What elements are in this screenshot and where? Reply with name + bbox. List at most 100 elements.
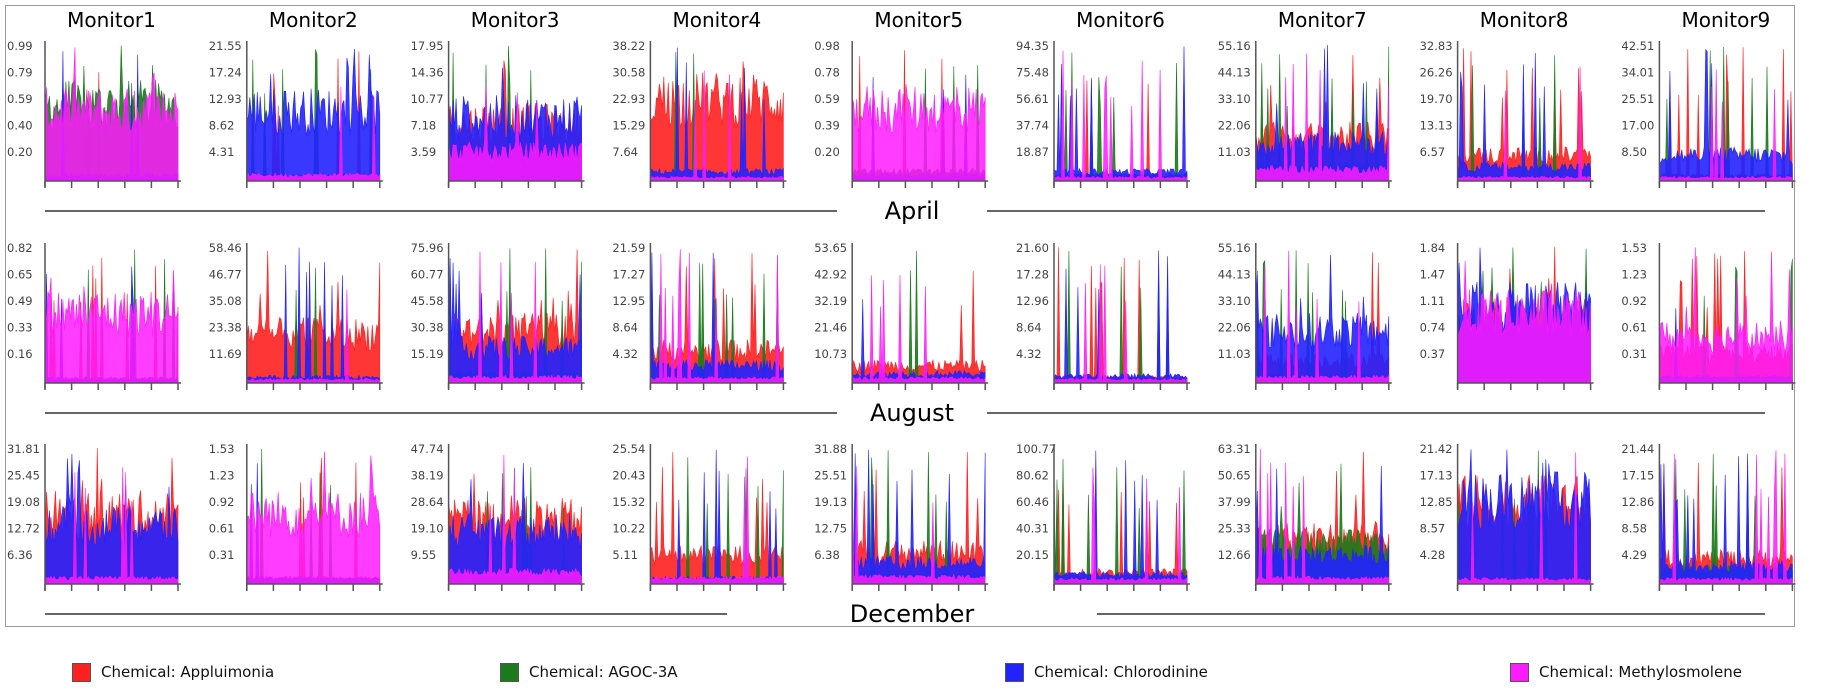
y-tick-label: 25.54 bbox=[612, 442, 645, 456]
y-tick-label: 19.10 bbox=[411, 522, 444, 536]
y-tick-label: 75.96 bbox=[411, 241, 444, 255]
y-tick-label: 0.74 bbox=[1420, 321, 1446, 335]
y-tick-label: 50.65 bbox=[1218, 469, 1251, 483]
monitor-title-6: Monitor6 bbox=[1076, 8, 1165, 32]
y-tick-label: 21.59 bbox=[612, 241, 645, 255]
y-tick-label: 12.95 bbox=[612, 294, 645, 308]
y-tick-label: 12.86 bbox=[1621, 495, 1654, 509]
y-tick-label: 0.16 bbox=[7, 347, 33, 361]
y-tick-label: 22.06 bbox=[1218, 119, 1251, 133]
series-area-appluimonia bbox=[1053, 73, 1188, 182]
y-tick-label: 40.31 bbox=[1016, 522, 1049, 536]
y-tick-label: 0.82 bbox=[7, 241, 33, 255]
series-area-appluimonia bbox=[1053, 472, 1188, 585]
series-area-methylosmolene bbox=[1255, 448, 1390, 585]
y-tick-label: 19.13 bbox=[814, 495, 847, 509]
y-tick-label: 25.45 bbox=[7, 469, 40, 483]
y-tick-label: 0.20 bbox=[814, 145, 840, 159]
y-tick-label: 0.31 bbox=[209, 548, 235, 562]
y-tick-label: 5.11 bbox=[612, 548, 638, 562]
y-tick-label: 0.98 bbox=[814, 39, 840, 53]
series-area-chlorodinine bbox=[1053, 46, 1188, 182]
monitor-title-8: Monitor8 bbox=[1480, 8, 1569, 32]
y-tick-label: 8.58 bbox=[1621, 522, 1647, 536]
series-area-agoc-3a bbox=[1053, 52, 1188, 182]
y-tick-label: 1.11 bbox=[1420, 294, 1446, 308]
y-tick-label: 31.88 bbox=[814, 442, 847, 456]
y-tick-label: 17.27 bbox=[612, 268, 645, 282]
series-area-methylosmolene bbox=[1659, 450, 1793, 585]
y-tick-label: 4.29 bbox=[1621, 548, 1647, 562]
y-tick-label: 7.64 bbox=[612, 145, 638, 159]
y-tick-label: 8.64 bbox=[1016, 321, 1042, 335]
y-tick-label: 12.85 bbox=[1420, 495, 1453, 509]
legend-item-methylosmolene: Chemical: Methylosmolene bbox=[1510, 660, 1742, 684]
monitor-title-3: Monitor3 bbox=[471, 8, 560, 32]
y-tick-label: 10.77 bbox=[411, 92, 444, 106]
legend-label-agoc-3a: Chemical: AGOC-3A bbox=[529, 663, 678, 681]
legend-label-methylosmolene: Chemical: Methylosmolene bbox=[1539, 663, 1742, 681]
y-tick-label: 30.58 bbox=[612, 66, 645, 80]
y-tick-label: 12.96 bbox=[1016, 294, 1049, 308]
series-area-chlorodinine bbox=[246, 48, 381, 182]
series-area-chlorodinine bbox=[650, 47, 784, 182]
y-tick-label: 55.16 bbox=[1218, 39, 1251, 53]
y-tick-label: 7.18 bbox=[411, 119, 437, 133]
y-tick-label: 22.06 bbox=[1218, 321, 1251, 335]
y-tick-label: 12.66 bbox=[1218, 548, 1251, 562]
y-tick-label: 17.24 bbox=[209, 66, 242, 80]
month-label-december: December bbox=[850, 600, 975, 628]
y-tick-label: 1.23 bbox=[209, 469, 235, 483]
small-multiples-chart: Monitor1 Monitor2 Monitor3 Monitor4 Monitor5… bbox=[7, 8, 1796, 628]
y-tick-label: 21.46 bbox=[814, 321, 847, 335]
monitor-title-1: Monitor1 bbox=[67, 8, 156, 32]
monitor-title-2: Monitor2 bbox=[269, 8, 358, 32]
y-tick-label: 11.03 bbox=[1218, 145, 1251, 159]
y-tick-label: 21.42 bbox=[1420, 442, 1453, 456]
y-tick-label: 0.65 bbox=[7, 268, 33, 282]
y-tick-label: 17.15 bbox=[1621, 469, 1654, 483]
y-tick-label: 25.51 bbox=[814, 469, 847, 483]
series-area-methylosmolene bbox=[448, 84, 582, 182]
y-tick-label: 56.61 bbox=[1016, 92, 1049, 106]
series-area-methylosmolene bbox=[246, 289, 381, 384]
month-label-april: April bbox=[885, 197, 940, 225]
y-tick-label: 3.59 bbox=[411, 145, 437, 159]
y-tick-label: 0.92 bbox=[209, 495, 235, 509]
y-tick-label: 0.61 bbox=[209, 522, 235, 536]
y-tick-label: 25.51 bbox=[1621, 92, 1654, 106]
y-tick-label: 0.59 bbox=[814, 92, 840, 106]
y-tick-label: 0.33 bbox=[7, 321, 33, 335]
series-area-methylosmolene bbox=[1053, 467, 1188, 585]
y-tick-label: 23.38 bbox=[209, 321, 242, 335]
series-area-methylosmolene bbox=[650, 70, 784, 182]
y-tick-label: 47.74 bbox=[411, 442, 444, 456]
series-area-methylosmolene bbox=[246, 86, 381, 182]
y-tick-label: 34.01 bbox=[1621, 66, 1654, 80]
series-area-chlorodinine bbox=[1053, 450, 1188, 585]
legend-item-chlorodinine: Chemical: Chlorodinine bbox=[1005, 660, 1208, 684]
y-tick-label: 6.38 bbox=[814, 548, 840, 562]
legend-item-agoc-3a: Chemical: AGOC-3A bbox=[500, 660, 678, 684]
y-tick-label: 37.99 bbox=[1218, 495, 1251, 509]
y-tick-label: 4.28 bbox=[1420, 548, 1446, 562]
series-area-methylosmolene bbox=[448, 454, 582, 585]
legend-label-chlorodinine: Chemical: Chlorodinine bbox=[1034, 663, 1208, 681]
series-area-methylosmolene bbox=[1255, 53, 1390, 182]
y-tick-label: 0.20 bbox=[7, 145, 33, 159]
y-tick-label: 58.46 bbox=[209, 241, 242, 255]
y-tick-label: 21.55 bbox=[209, 39, 242, 53]
y-tick-label: 25.33 bbox=[1218, 522, 1251, 536]
y-tick-label: 9.55 bbox=[411, 548, 437, 562]
y-tick-label: 12.93 bbox=[209, 92, 242, 106]
legend-swatch-agoc-3a bbox=[500, 662, 519, 682]
y-tick-label: 15.19 bbox=[411, 347, 444, 361]
y-tick-label: 0.92 bbox=[1621, 294, 1647, 308]
legend-item-appluimonia: Chemical: Appluimonia bbox=[72, 660, 274, 684]
series-area-chlorodinine bbox=[448, 463, 582, 585]
y-tick-label: 44.13 bbox=[1218, 66, 1251, 80]
y-tick-label: 17.95 bbox=[411, 39, 444, 53]
monitor-title-7: Monitor7 bbox=[1278, 8, 1367, 32]
series-area-methylosmolene bbox=[1659, 247, 1793, 384]
series-area-methylosmolene bbox=[650, 456, 784, 585]
